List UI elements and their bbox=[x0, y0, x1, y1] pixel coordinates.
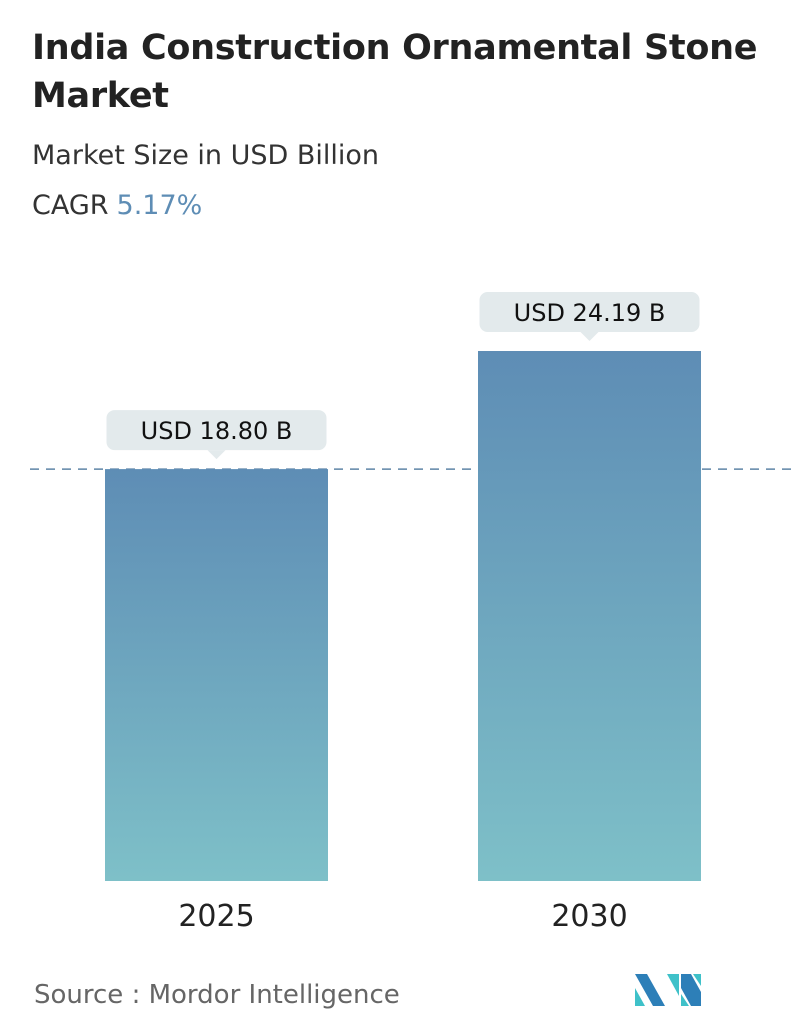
bar-2030 bbox=[478, 351, 701, 881]
data-label: USD 24.19 B bbox=[514, 299, 666, 327]
cagr-label: CAGR bbox=[32, 190, 109, 221]
chart-subtitle: Market Size in USD Billion bbox=[32, 140, 380, 171]
data-label-bg bbox=[106, 410, 327, 451]
chart-title: India Construction Ornamental Stone Mark… bbox=[32, 28, 758, 116]
data-label-pointer bbox=[207, 450, 226, 460]
source-text: Source : Mordor Intelligence bbox=[34, 980, 400, 1010]
x-tick-label: 2030 bbox=[551, 899, 627, 934]
bar-2025 bbox=[105, 469, 328, 881]
cagr-value: 5.17% bbox=[116, 190, 203, 221]
data-label: USD 18.80 B bbox=[141, 417, 293, 445]
data-label-bg bbox=[479, 292, 700, 332]
x-tick-label: 2025 bbox=[178, 899, 254, 934]
cagr: CAGR 5.17% bbox=[32, 190, 202, 221]
data-label-pointer bbox=[580, 332, 599, 341]
